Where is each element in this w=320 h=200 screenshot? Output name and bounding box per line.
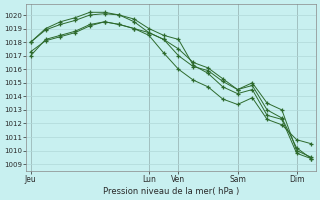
X-axis label: Pression niveau de la mer( hPa ): Pression niveau de la mer( hPa ) bbox=[103, 187, 239, 196]
